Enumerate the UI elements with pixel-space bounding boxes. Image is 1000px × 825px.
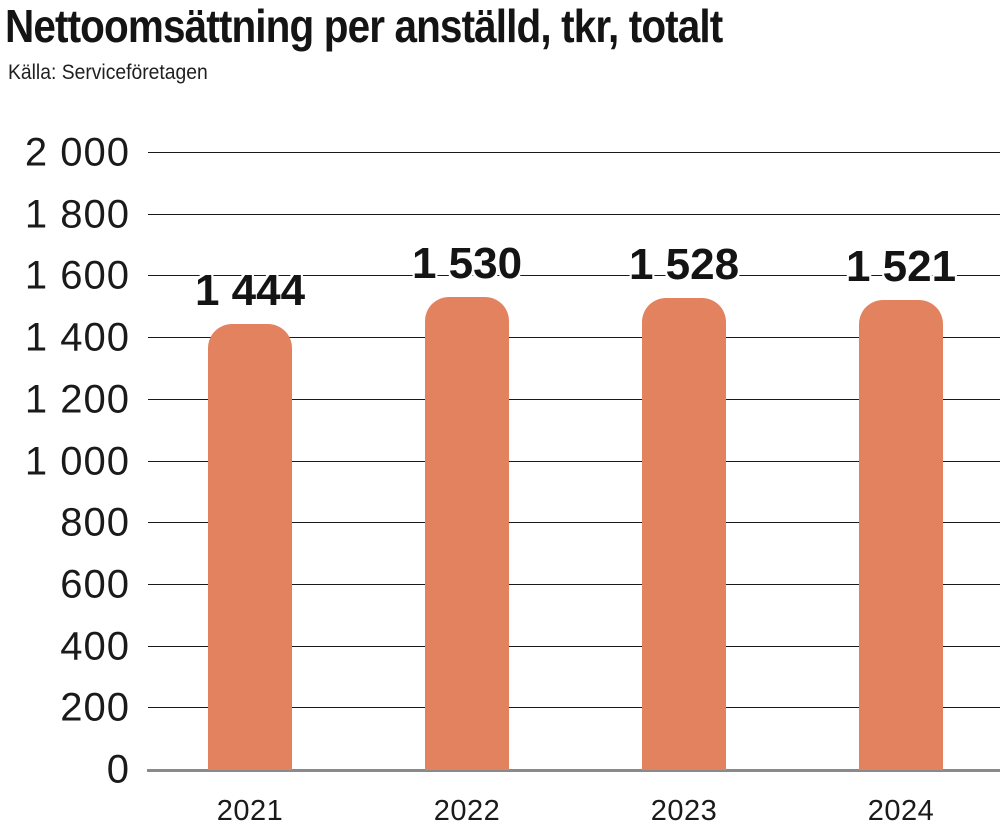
chart-source: Källa: Serviceföretagen (8, 61, 208, 84)
bar-value-label: 1 528 (628, 239, 740, 289)
gridline (148, 337, 1000, 339)
y-tick-label: 400 (60, 624, 130, 669)
y-tick-label: 1 800 (24, 192, 130, 237)
x-axis-baseline (147, 769, 1000, 772)
bar (425, 296, 509, 770)
y-tick-label: 2 000 (24, 130, 130, 175)
bar-value-label: 1 530 (411, 238, 523, 288)
gridline (148, 460, 1000, 462)
y-tick-label: 600 (60, 562, 130, 607)
bar (208, 323, 292, 770)
gridline (148, 275, 1000, 277)
y-tick-label: 1 200 (24, 377, 130, 422)
y-tick-label: 1 000 (24, 439, 130, 483)
bar (859, 299, 943, 770)
gridline (148, 707, 1000, 709)
chart-title: Nettoomsättning per anställd, tkr, total… (5, 0, 723, 52)
gridline (148, 645, 1000, 647)
y-tick-label: 1 600 (24, 253, 130, 298)
x-tick-label: 2022 (433, 795, 501, 825)
y-tick-label: 200 (60, 685, 130, 730)
y-tick-label: 800 (60, 500, 130, 545)
gridline (148, 583, 1000, 585)
gridline (148, 213, 1000, 215)
gridline (148, 522, 1000, 524)
x-tick-label: 2021 (216, 795, 284, 825)
x-tick-label: 2023 (650, 795, 718, 825)
gridline (148, 398, 1000, 400)
bar-value-label: 1 521 (845, 241, 957, 291)
y-tick-label: 0 (106, 747, 130, 792)
y-tick-label: 1 400 (24, 315, 130, 360)
gridline (148, 152, 1000, 153)
bar-value-label: 1 444 (194, 265, 306, 315)
x-tick-label: 2024 (867, 795, 935, 825)
bar (642, 297, 726, 770)
